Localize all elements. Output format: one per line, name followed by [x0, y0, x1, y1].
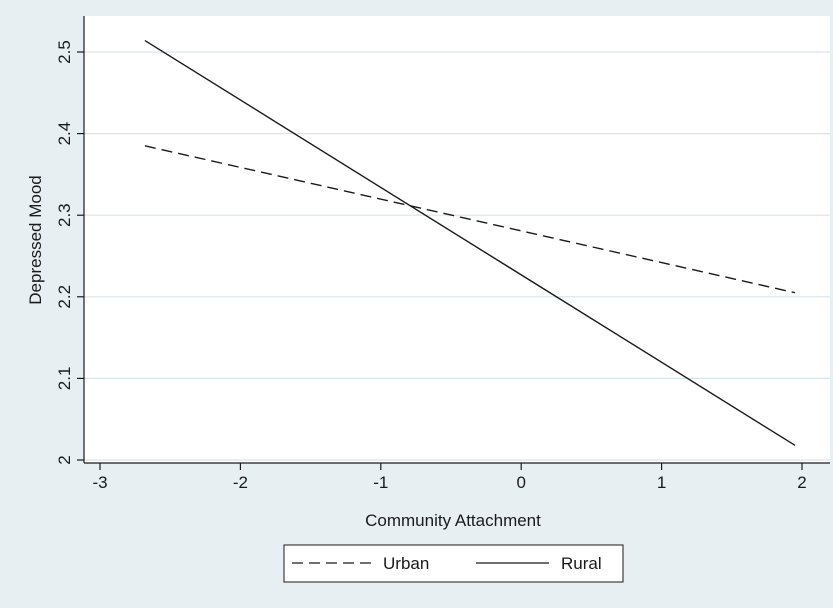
legend-box [283, 544, 624, 583]
series-line-urban [144, 145, 796, 294]
legend-label-urban: Urban [383, 554, 429, 573]
x-tick-label: -1 [373, 473, 388, 492]
y-axis-title: Depressed Mood [26, 175, 45, 304]
series [144, 39, 796, 446]
x-axis-title: Community Attachment [365, 511, 541, 530]
y-tick-label: 2.2 [55, 285, 74, 309]
y-tick-label: 2 [55, 455, 74, 464]
y-ticks: 2 2.1 2.2 2.3 2.4 2.5 [55, 40, 84, 465]
legend: Urban Rural [283, 544, 624, 583]
x-tick-label: 2 [797, 473, 806, 492]
x-tick-label: 0 [516, 473, 525, 492]
plot-area [84, 16, 830, 463]
x-tick-label: 1 [657, 473, 666, 492]
y-tick-label: 2.3 [55, 203, 74, 227]
y-tick-label: 2.1 [55, 367, 74, 391]
x-tick-label: -3 [92, 473, 107, 492]
legend-label-rural: Rural [561, 554, 602, 573]
x-ticks: -3 -2 -1 0 1 2 [92, 463, 807, 492]
series-line-rural [144, 39, 796, 446]
y-tick-label: 2.5 [55, 40, 74, 64]
y-tick-label: 2.4 [55, 122, 74, 146]
gridlines [84, 51, 830, 461]
x-tick-label: -2 [233, 473, 248, 492]
